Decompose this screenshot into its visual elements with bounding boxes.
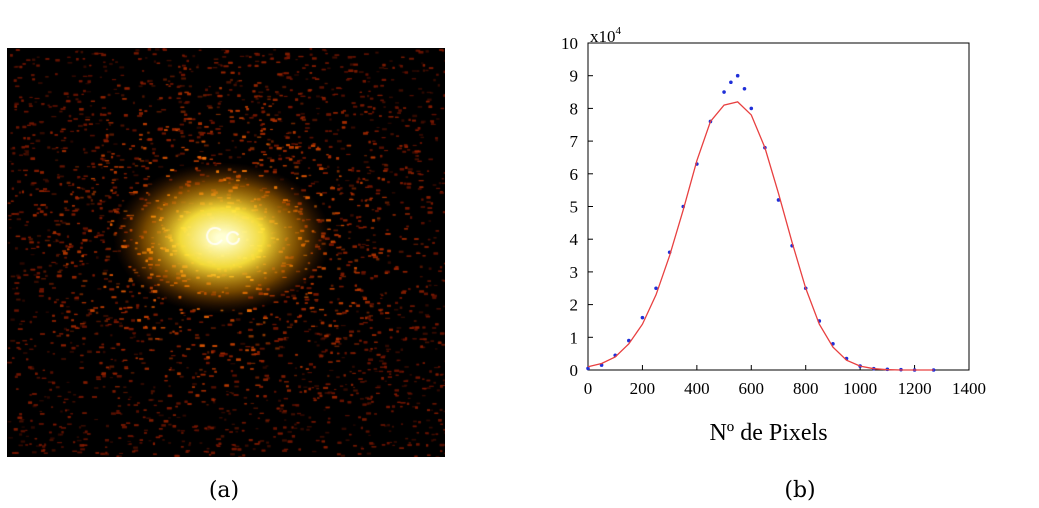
y-tick-label: 7: [570, 132, 579, 151]
plot-frame: [587, 42, 970, 371]
y-tick-label: 8: [570, 99, 579, 118]
data-series: [586, 73, 936, 372]
data-point: [742, 86, 747, 91]
x-tick-label: 0: [584, 379, 593, 398]
data-point: [640, 315, 645, 320]
chart-svg: 0 200 400 600 800 1000 1200 1400 0 1 2 3 4 5 6 7 8 9 10 x…: [561, 25, 986, 446]
x-tick-label: 1200: [898, 379, 932, 398]
y-tick-label: 5: [570, 198, 579, 217]
speckle-image: [7, 48, 445, 457]
y-tick-label: 3: [570, 263, 579, 282]
x-tick-label: 800: [793, 379, 819, 398]
x-tick-label: 1000: [843, 379, 877, 398]
data-point: [735, 73, 740, 78]
intensity-histogram-chart: 0 200 400 600 800 1000 1200 1400 0 1 2 3 4 5 6 7 8 9 10 x…: [540, 25, 1030, 465]
y-multiplier-label: x104: [590, 25, 622, 46]
data-point: [749, 106, 754, 111]
caption-b: (b): [784, 478, 816, 503]
x-tick-label: 600: [739, 379, 765, 398]
data-point: [931, 368, 936, 372]
speckle-canvas: [7, 48, 445, 457]
x-axis-label: Nº de Pixels: [709, 420, 827, 446]
y-tick-label: 9: [570, 67, 579, 86]
y-tick-label: 0: [570, 361, 579, 380]
caption-a: (a): [208, 478, 240, 503]
y-tick-label: 2: [570, 296, 579, 315]
fit-curve: [587, 101, 934, 371]
y-tick-label: 1: [570, 328, 579, 347]
x-tick-label: 400: [684, 379, 710, 398]
y-axis-ticks: 0 1 2 3 4 5 6 7 8 9 10: [561, 34, 593, 380]
y-tick-label: 10: [561, 34, 578, 53]
x-tick-label: 200: [630, 379, 656, 398]
y-tick-label: 4: [570, 230, 579, 249]
data-point: [722, 90, 726, 94]
data-point: [586, 366, 590, 371]
x-tick-label: 1400: [952, 379, 986, 398]
data-point: [654, 286, 658, 291]
data-point: [729, 80, 733, 85]
y-tick-label: 6: [570, 165, 579, 184]
